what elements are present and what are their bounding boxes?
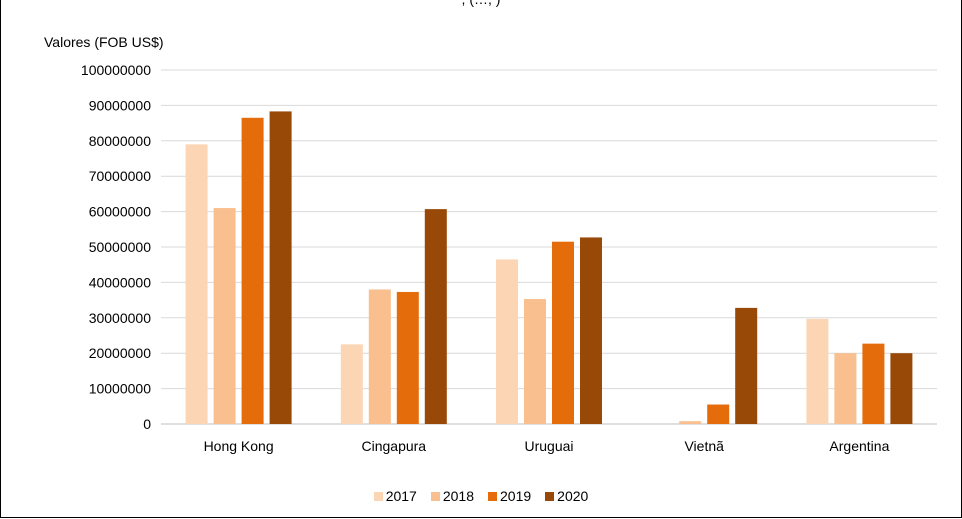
bar-2017: [340, 344, 363, 424]
legend-label: 2018: [442, 488, 474, 504]
y-tick-label: 80000000: [89, 133, 152, 149]
x-category-label: Hong Kong: [204, 438, 274, 454]
legend-swatch: [488, 491, 497, 501]
legend-swatch: [373, 491, 383, 501]
legend-label: 2017: [385, 488, 417, 504]
y-tick-label: 0: [143, 416, 151, 432]
bar-2018: [834, 353, 857, 424]
bar-2020: [580, 237, 602, 424]
bar-2018: [679, 421, 702, 424]
legend-item-2019: 2019: [488, 488, 531, 504]
bar-2019: [241, 117, 264, 424]
y-tick-label: 70000000: [89, 168, 152, 184]
bar-2018: [524, 299, 546, 424]
chart-legend: 2017 2018 2019 2020: [1, 488, 961, 504]
bar-2019: [707, 404, 730, 424]
bar-2019: [862, 343, 885, 424]
legend-item-2018: 2018: [430, 488, 474, 504]
legend-swatch: [430, 491, 440, 501]
x-category-label: Argentina: [829, 438, 889, 454]
y-tick-label: 40000000: [89, 274, 152, 290]
x-category-label: Cingapura: [361, 438, 426, 454]
bar-2017: [496, 259, 518, 424]
bar-2018: [213, 208, 236, 424]
bar-2020: [424, 209, 447, 424]
legend-swatch: [545, 491, 555, 501]
legend-label: 2020: [557, 488, 589, 504]
y-tick-label: 10000000: [89, 381, 152, 397]
bar-2019: [396, 291, 419, 424]
top-caption: , (…, ): [1, 0, 961, 7]
bar-2019: [552, 241, 574, 424]
y-tick-label: 30000000: [89, 310, 152, 326]
bar-2020: [890, 353, 913, 424]
legend-item-2017: 2017: [373, 488, 417, 504]
legend-item-2020: 2020: [545, 488, 588, 504]
bar-2018: [368, 289, 391, 424]
x-category-label: Uruguai: [524, 438, 573, 454]
x-category-label: Vietnã: [684, 438, 724, 454]
bar-2017: [806, 318, 829, 424]
y-tick-label: 100000000: [81, 62, 151, 78]
bar-2017: [185, 144, 208, 424]
bar-2020: [269, 111, 292, 424]
legend-label: 2019: [500, 488, 532, 504]
y-axis-label: Valores (FOB US$): [44, 34, 164, 50]
y-tick-label: 60000000: [89, 204, 152, 220]
y-tick-label: 20000000: [89, 345, 152, 361]
bar-2020: [735, 307, 758, 424]
y-tick-label: 90000000: [89, 97, 152, 113]
y-tick-label: 50000000: [89, 239, 152, 255]
